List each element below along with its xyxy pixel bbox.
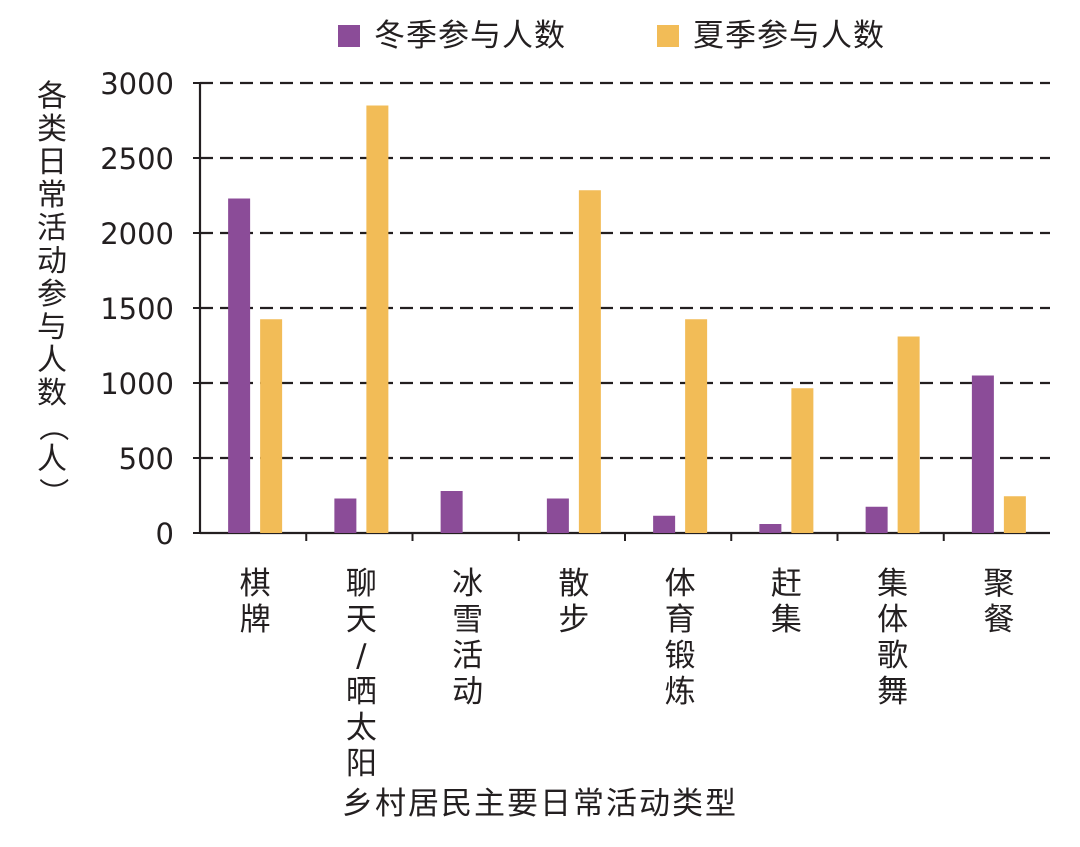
- y-tick-label: 3000: [100, 67, 174, 101]
- y-tick-label: 0: [156, 517, 174, 551]
- bar-winter: [971, 375, 994, 533]
- bar-summer: [260, 319, 283, 533]
- bar-winter: [759, 524, 782, 533]
- y-axis-title: 各类日常活动参与人数（人）: [34, 79, 70, 508]
- x-category-label: 聊天 / 晒太阳: [345, 566, 377, 782]
- legend-label-winter: 冬季参与人数: [374, 18, 566, 54]
- x-axis-title: 乡村居民主要日常活动类型: [342, 786, 738, 822]
- x-category-label: 体育锻炼: [664, 566, 696, 710]
- bar-winter: [334, 498, 357, 533]
- bar-summer: [685, 319, 708, 533]
- legend-swatch-summer: [657, 25, 679, 47]
- legend: 冬季参与人数 夏季参与人数: [0, 14, 1080, 58]
- bar-winter: [865, 506, 888, 533]
- bar-summer: [791, 388, 814, 533]
- bar-winter: [653, 515, 676, 533]
- bar-winter: [546, 498, 569, 533]
- y-tick-label: 2500: [100, 142, 174, 176]
- legend-swatch-winter: [338, 25, 360, 47]
- x-category-label: 聚餐: [983, 566, 1015, 638]
- x-category-label: 集体歌舞: [877, 566, 909, 710]
- x-category-label: 棋牌: [239, 566, 271, 638]
- x-category-label: 散步: [558, 566, 590, 638]
- bar-summer: [897, 336, 920, 533]
- y-tick-label: 2000: [100, 217, 174, 251]
- x-category-label: 冰雪活动: [452, 566, 484, 710]
- y-tick-label: 1500: [100, 292, 174, 326]
- y-tick-label: 500: [119, 442, 174, 476]
- legend-item-winter: 冬季参与人数: [338, 14, 566, 58]
- bar-summer: [1003, 496, 1026, 533]
- bar-summer: [366, 105, 389, 533]
- bar-winter: [228, 198, 251, 533]
- legend-item-summer: 夏季参与人数: [657, 14, 885, 58]
- y-tick-label: 1000: [100, 367, 174, 401]
- bar-winter: [440, 491, 463, 533]
- legend-label-summer: 夏季参与人数: [693, 18, 885, 54]
- x-category-label: 赶集: [770, 566, 802, 638]
- bar-summer: [578, 190, 601, 533]
